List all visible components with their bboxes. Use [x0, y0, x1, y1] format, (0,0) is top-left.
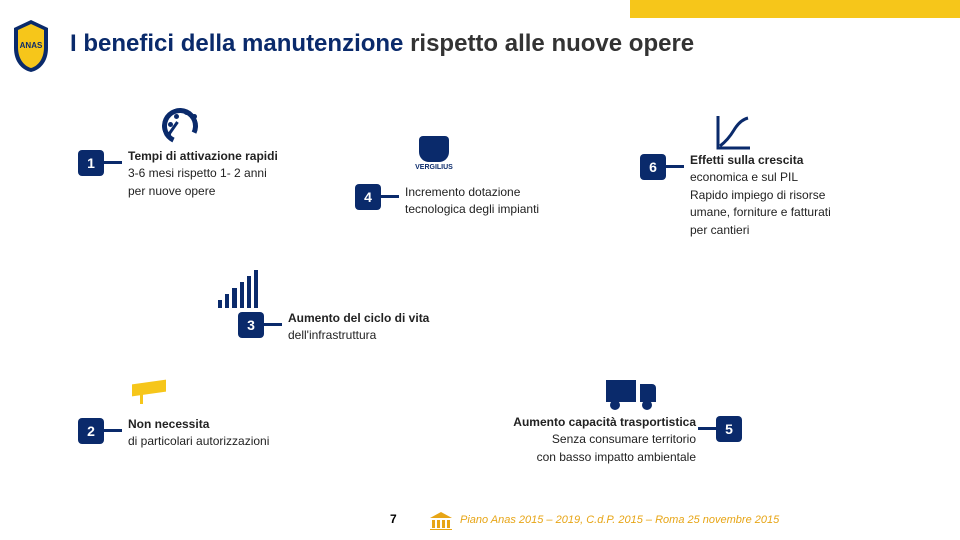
num-badge-6: 6: [640, 154, 666, 180]
benefit-2-text: Non necessita di particolari autorizzazi…: [128, 416, 328, 451]
num-3: 3: [247, 317, 255, 333]
num-6: 6: [649, 159, 657, 175]
connector: [698, 427, 716, 430]
num-5: 5: [725, 421, 733, 437]
benefit-1: 1 Tempi di attivazione rapidi 3-6 mesi r…: [78, 110, 122, 150]
benefit-5-body: Senza consumare territorio con basso imp…: [476, 431, 696, 466]
benefit-1-head: Tempi di attivazione rapidi: [128, 148, 328, 165]
benefit-6: 6 Effetti sulla crescita economica e sul…: [640, 120, 680, 160]
gauge-icon: [158, 104, 202, 144]
svg-text:ANAS: ANAS: [20, 41, 43, 50]
num-badge-4: 4: [355, 184, 381, 210]
num-badge-2: 2: [78, 418, 104, 444]
benefit-1-body: 3-6 mesi rispetto 1- 2 anni per nuove op…: [128, 165, 328, 200]
benefit-2-head: Non necessita: [128, 416, 328, 433]
benefit-1-text: Tempi di attivazione rapidi 3-6 mesi ris…: [128, 148, 328, 200]
connector: [104, 161, 122, 164]
vergilius-label: VERGILIUS: [409, 164, 459, 171]
vergilius-icon: VERGILIUS: [409, 136, 459, 178]
num-badge-1: 1: [78, 150, 104, 176]
growth-curve-icon: [714, 112, 754, 152]
benefit-3-text: Aumento del ciclo di vita dell'infrastru…: [288, 310, 488, 345]
benefit-5: Aumento capacità trasportistica Senza co…: [476, 384, 526, 420]
connector: [666, 165, 684, 168]
footer-caption: Piano Anas 2015 – 2019, C.d.P. 2015 – Ro…: [460, 514, 779, 526]
num-2: 2: [87, 423, 95, 439]
bars-icon: [218, 268, 258, 308]
connector: [264, 323, 282, 326]
page-title: I benefici della manutenzione rispetto a…: [70, 30, 694, 58]
benefit-6-text: Effetti sulla crescita economica e sul P…: [690, 152, 900, 239]
title-part1: I benefici della manutenzione: [70, 30, 403, 57]
num-badge-5: 5: [716, 416, 742, 442]
benefit-4-body: Incremento dotazione tecnologica degli i…: [405, 184, 585, 219]
truck-icon: [606, 374, 656, 410]
bank-icon: [430, 512, 452, 530]
graduation-icon: [128, 376, 170, 412]
connector: [381, 195, 399, 198]
benefit-5-text: Aumento capacità trasportistica Senza co…: [476, 414, 696, 466]
num-4: 4: [364, 189, 372, 205]
footer: 7 Piano Anas 2015 – 2019, C.d.P. 2015 – …: [0, 506, 960, 530]
benefit-3-body: dell'infrastruttura: [288, 327, 488, 344]
benefit-6-body: economica e sul PIL Rapido impiego di ri…: [690, 169, 900, 239]
benefit-5-head: Aumento capacità trasportistica: [476, 414, 696, 431]
num-badge-3: 3: [238, 312, 264, 338]
page-number: 7: [390, 512, 397, 526]
gold-accent-bar: [630, 0, 960, 18]
benefit-2: 2 Non necessita di particolari autorizza…: [78, 390, 120, 426]
connector: [104, 429, 122, 432]
num-1: 1: [87, 155, 95, 171]
benefit-6-head: Effetti sulla crescita: [690, 152, 900, 169]
anas-logo: ANAS: [10, 18, 52, 74]
benefit-3: 3 Aumento del ciclo di vita dell'infrast…: [238, 278, 278, 318]
benefit-3-head: Aumento del ciclo di vita: [288, 310, 488, 327]
title-part2: rispetto alle nuove opere: [403, 30, 694, 57]
benefit-2-body: di particolari autorizzazioni: [128, 433, 328, 450]
